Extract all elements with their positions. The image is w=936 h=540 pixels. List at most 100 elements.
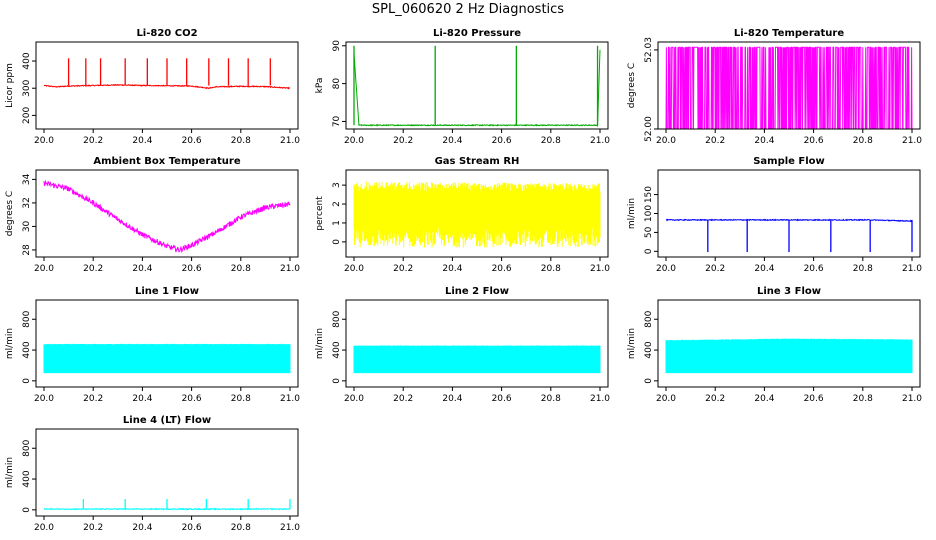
y-tick-label: 1 bbox=[332, 220, 342, 226]
y-tick-label: 300 bbox=[22, 79, 32, 96]
y-tick-label: 800 bbox=[22, 439, 32, 456]
x-tick-label: 20.2 bbox=[705, 136, 725, 146]
y-tick-label: 80 bbox=[332, 78, 342, 90]
y-tick-label: 400 bbox=[22, 341, 32, 358]
panel-8: Line 2 Flow 20.0 20.2 20.4 20.6 20.8 21.0 0 400 8… bbox=[315, 286, 610, 404]
x-tick-label: 21.0 bbox=[590, 264, 610, 274]
x-tick-label: 20.8 bbox=[541, 264, 561, 274]
series-marks bbox=[665, 338, 913, 374]
panel-6: Sample Flow 20.0 20.2 20.4 20.6 20.8 21.0 0 50 10… bbox=[627, 156, 922, 274]
y-tick-label: 400 bbox=[22, 52, 32, 69]
y-tick-label: 50 bbox=[644, 226, 654, 238]
plot-frame bbox=[35, 169, 299, 258]
series-area bbox=[353, 181, 601, 248]
x-tick-label: 20.0 bbox=[656, 264, 676, 274]
y-tick-label: 34 bbox=[22, 173, 32, 185]
x-tick-label: 21.0 bbox=[280, 523, 300, 533]
panel-title: Li-820 CO2 bbox=[136, 28, 197, 39]
x-tick-label: 20.6 bbox=[492, 136, 512, 146]
y-tick-label: 0 bbox=[644, 378, 654, 384]
x-tick-label: 20.6 bbox=[804, 394, 824, 404]
y-tick-label: 0 bbox=[332, 239, 342, 245]
x-tick-label: 20.8 bbox=[541, 394, 561, 404]
panel-title: Ambient Box Temperature bbox=[93, 156, 240, 167]
y-axis-label: ml/min bbox=[315, 328, 325, 359]
x-tick-label: 20.0 bbox=[656, 394, 676, 404]
x-tick-label: 20.8 bbox=[231, 523, 251, 533]
x-tick-label: 20.0 bbox=[34, 264, 54, 274]
figure-title: SPL_060620 2 Hz Diagnostics bbox=[371, 2, 565, 17]
y-axis-label: kPa bbox=[315, 78, 325, 94]
y-tick-label: 400 bbox=[644, 341, 654, 358]
panel-3: Li-820 Temperature 20.0 20.2 20.4 20.6 20.8 21… bbox=[627, 28, 922, 146]
x-tick-label: 21.0 bbox=[590, 394, 610, 404]
x-tick-label: 21.0 bbox=[280, 136, 300, 146]
panel-2: Li-820 Pressure 20.0 20.2 20.4 20.6 20.8 21.0 7… bbox=[315, 28, 610, 146]
x-tick-label: 20.2 bbox=[393, 394, 413, 404]
series-line bbox=[665, 46, 913, 130]
plot-frame bbox=[345, 41, 609, 130]
series-marks bbox=[665, 218, 913, 253]
y-tick-label: 800 bbox=[332, 310, 342, 327]
series-marks bbox=[353, 345, 601, 374]
x-tick-label: 20.4 bbox=[442, 394, 462, 404]
x-tick-label: 20.4 bbox=[754, 394, 774, 404]
x-tick-label: 20.4 bbox=[132, 394, 152, 404]
x-tick-label: 20.6 bbox=[182, 136, 202, 146]
x-tick-label: 20.8 bbox=[541, 136, 561, 146]
plot-frame bbox=[345, 169, 609, 258]
y-tick-label: 0 bbox=[644, 248, 654, 254]
y-tick-label: 32 bbox=[22, 197, 32, 208]
x-tick-label: 20.4 bbox=[132, 136, 152, 146]
y-axis-label: ml/min bbox=[627, 328, 637, 359]
x-tick-label: 20.6 bbox=[182, 394, 202, 404]
series-marks bbox=[353, 45, 601, 128]
x-tick-label: 20.6 bbox=[804, 136, 824, 146]
panel-10: Line 4 (LT) Flow 20.0 20.2 20.4 20.6 20.8 21.0… bbox=[5, 415, 300, 533]
x-tick-label: 20.2 bbox=[83, 394, 103, 404]
x-tick-label: 20.2 bbox=[705, 264, 725, 274]
plot-frame bbox=[35, 299, 299, 388]
x-tick-label: 20.2 bbox=[83, 523, 103, 533]
x-tick-label: 20.0 bbox=[656, 136, 676, 146]
x-tick-label: 20.6 bbox=[182, 523, 202, 533]
panel-9: Line 3 Flow 20.0 20.2 20.4 20.6 20.8 21.0 0 400 8… bbox=[627, 286, 922, 404]
x-tick-label: 20.8 bbox=[853, 136, 873, 146]
x-tick-label: 20.8 bbox=[853, 394, 873, 404]
x-tick-label: 20.0 bbox=[344, 394, 364, 404]
y-tick-label: 400 bbox=[332, 341, 342, 358]
x-tick-label: 20.6 bbox=[492, 394, 512, 404]
x-tick-label: 20.4 bbox=[754, 264, 774, 274]
y-tick-label: 28 bbox=[22, 244, 32, 256]
x-tick-label: 20.2 bbox=[83, 264, 103, 274]
x-tick-label: 21.0 bbox=[280, 394, 300, 404]
x-tick-label: 21.0 bbox=[902, 264, 922, 274]
x-tick-label: 20.4 bbox=[132, 523, 152, 533]
series-line bbox=[353, 49, 601, 128]
x-tick-label: 20.8 bbox=[231, 394, 251, 404]
y-tick-label: 90 bbox=[332, 40, 342, 52]
x-tick-label: 21.0 bbox=[902, 394, 922, 404]
y-tick-label: 3 bbox=[332, 182, 342, 188]
x-tick-label: 20.4 bbox=[754, 136, 774, 146]
series-area bbox=[43, 343, 291, 374]
x-tick-label: 20.4 bbox=[442, 136, 462, 146]
x-tick-label: 21.0 bbox=[280, 264, 300, 274]
x-tick-label: 20.0 bbox=[34, 523, 54, 533]
panel-title: Line 3 Flow bbox=[757, 286, 821, 297]
y-tick-label: 0 bbox=[22, 507, 32, 513]
y-tick-label: 100 bbox=[644, 205, 654, 222]
y-axis-label: degrees C bbox=[627, 63, 637, 108]
panel-title: Li-820 Temperature bbox=[734, 28, 844, 39]
y-tick-label: 400 bbox=[22, 470, 32, 487]
y-tick-label: 70 bbox=[332, 115, 342, 127]
y-tick-label: 52.03 bbox=[644, 37, 654, 63]
x-tick-label: 20.0 bbox=[34, 136, 54, 146]
series-area bbox=[665, 338, 913, 374]
panel-title: Li-820 Pressure bbox=[433, 28, 521, 39]
plot-frame bbox=[35, 428, 299, 517]
y-axis-label: ml/min bbox=[627, 198, 637, 229]
panel-1: Li-820 CO2 20.0 20.2 20.4 20.6 20.8 21.0 200 300… bbox=[5, 28, 300, 146]
series-line bbox=[43, 179, 291, 253]
